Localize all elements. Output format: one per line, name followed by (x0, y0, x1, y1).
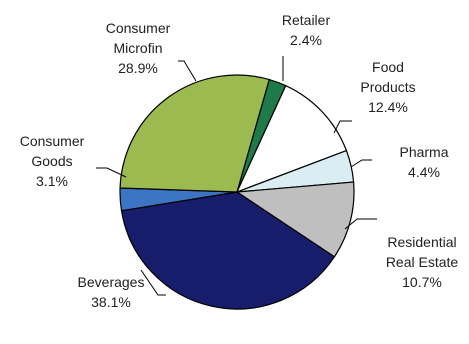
slice-name-label: Products (360, 79, 415, 95)
slice-label-consumer-microfin: Consumer Microfin 28.9% (106, 20, 171, 76)
pie-slice-consumer-microfin (119, 74, 270, 193)
slice-label-food-products: Food Products 12.4% (360, 59, 415, 115)
slice-name-label: Food (372, 59, 404, 75)
slice-value-label: 12.4% (368, 99, 408, 115)
pie-slice-residential-real-estate (235, 181, 355, 258)
slice-label-retailer: Retailer 2.4% (282, 12, 331, 48)
leader-line-beverages (140, 269, 166, 296)
leader-lines (96, 56, 377, 296)
slice-name-label: Microfin (113, 40, 162, 56)
slice-value-label: 4.4% (408, 164, 440, 180)
slice-value-label: 2.4% (290, 32, 322, 48)
slice-label-beverages: Beverages 38.1% (78, 274, 145, 310)
slice-value-label: 38.1% (91, 294, 131, 310)
slice-label-pharma: Pharma 4.4% (399, 144, 448, 180)
slice-label-residential-real-estate: Residential Real Estate 10.7% (386, 234, 459, 290)
slice-name-label: Residential (387, 234, 456, 250)
pie-slice-beverages (120, 191, 336, 310)
slice-name-label: Consumer (20, 133, 85, 149)
slice-name-label: Goods (31, 153, 72, 169)
pie-slice-food-products (235, 84, 348, 194)
slice-name-label: Real Estate (386, 254, 459, 270)
slice-value-label: 3.1% (36, 173, 68, 189)
leader-line-pharma (350, 159, 372, 168)
slice-value-label: 28.9% (118, 60, 158, 76)
pie-slices (119, 74, 355, 310)
slice-label-consumer-goods: Consumer Goods 3.1% (20, 133, 85, 189)
leader-line-consumer-microfin (178, 60, 197, 82)
slice-name-label: Consumer (106, 20, 171, 36)
slice-name-label: Retailer (282, 12, 331, 28)
leader-line-food-products (333, 120, 352, 134)
slice-value-label: 10.7% (402, 274, 442, 290)
leader-line-residential-real-estate (344, 218, 377, 230)
slice-name-label: Pharma (399, 144, 448, 160)
leader-line-consumer-goods (96, 167, 127, 178)
slice-name-label: Beverages (78, 274, 145, 290)
slice-labels: Retailer 2.4% Food Products 12.4% Pharma 4.4% R… (20, 12, 459, 310)
